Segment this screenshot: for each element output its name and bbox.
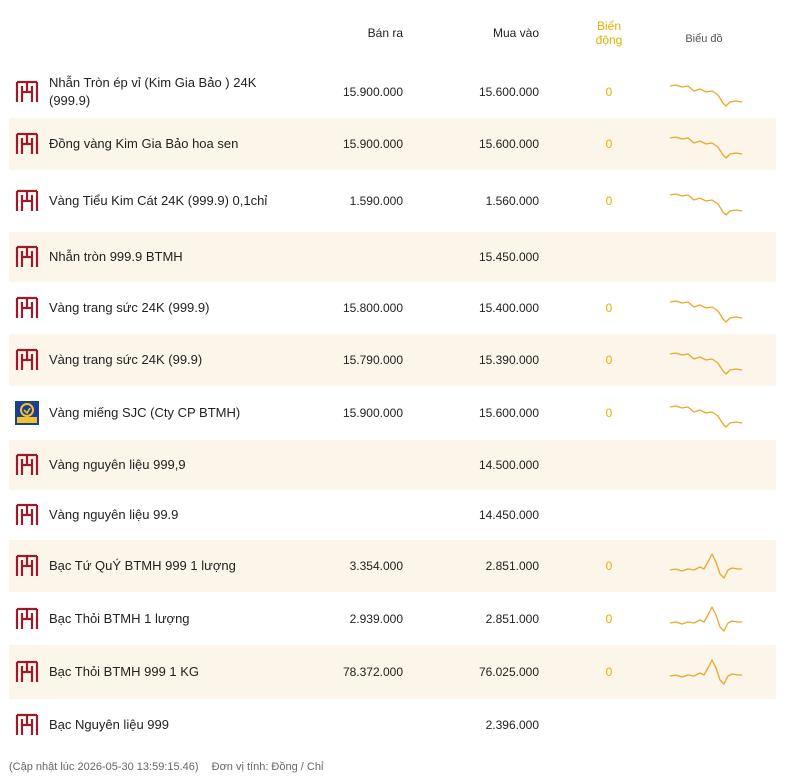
table-row[interactable]: Vàng trang sức 24K (999.9) 15.800.000 15.4… (9, 282, 776, 334)
sjc-logo-icon (15, 401, 39, 425)
unit-label: Đơn vị tính: Đồng / Chỉ (211, 761, 324, 773)
product-name: Vàng trang sức 24K (99.9) (49, 352, 203, 367)
buy-price: 15.450.000 (478, 250, 539, 264)
price-change: 0 (605, 559, 613, 573)
product-name: Vàng trang sức 24K (999.9) (49, 300, 210, 315)
sell-price: 15.900.000 (342, 85, 403, 99)
btmh-logo-icon (15, 607, 39, 631)
product-name: Vàng Tiểu Kim Cát 24K (999.9) 0,1chỉ (49, 193, 268, 208)
btmh-logo-icon (15, 189, 39, 213)
trend-sparkline[interactable] (668, 183, 746, 219)
price-change: 0 (605, 611, 613, 626)
table-row[interactable]: Vàng nguyên liệu 999,9 14.500.000 (9, 440, 776, 490)
product-name: Vàng miếng SJC (Cty CP BTMH) (49, 405, 241, 420)
sell-price: 1.590.000 (349, 194, 403, 208)
buy-price: 2.851.000 (485, 611, 539, 626)
trend-sparkline[interactable] (668, 126, 746, 162)
product-name: Bạc Nguyên liệu 999 (49, 717, 169, 732)
trend-sparkline[interactable] (668, 290, 746, 326)
price-change: 0 (605, 301, 613, 315)
product-name: Bạc Thỏi BTMH 999 1 KG (49, 664, 200, 679)
table-row[interactable]: Nhẫn tròn 999.9 BTMH 15.450.000 (9, 232, 776, 282)
price-change: 0 (605, 406, 613, 420)
buy-price: 15.390.000 (478, 353, 539, 367)
header-chart: Biểu đồ (685, 33, 723, 45)
table-row[interactable]: Đồng vàng Kim Gia Bảo hoa sen 15.900.000 1… (9, 118, 776, 170)
buy-price: 15.400.000 (478, 301, 539, 315)
buy-price: 14.500.000 (478, 458, 539, 472)
btmh-logo-icon (15, 453, 39, 477)
sell-price: 78.372.000 (342, 665, 403, 679)
price-change (585, 699, 633, 751)
trend-sparkline[interactable] (668, 342, 746, 378)
product-name: Bạc Tứ QuÝ BTMH 999 1 lượng (49, 558, 236, 573)
table-row[interactable]: Vàng trang sức 24K (99.9) 15.790.000 15.39… (9, 334, 776, 386)
buy-price: 2.396.000 (485, 718, 539, 732)
price-change: 0 (605, 85, 613, 99)
footer: (Cập nhật lúc 2026-05-30 13:59:15.46) Đơ… (9, 761, 333, 773)
buy-price: 14.450.000 (478, 508, 539, 522)
trend-sparkline[interactable] (668, 548, 746, 584)
price-table: Bán ra Mua vào Biến động Biểu đồ Nhẫn Tr… (9, 0, 776, 751)
btmh-logo-icon (15, 296, 39, 320)
sell-price: 15.790.000 (342, 353, 403, 367)
sell-price: 3.354.000 (349, 559, 403, 573)
btmh-logo-icon (15, 245, 39, 269)
sell-price: 15.900.000 (342, 406, 403, 420)
update-time: (Cập nhật lúc 2026-05-30 13:59:15.46) (9, 761, 199, 773)
product-name: Đồng vàng Kim Gia Bảo hoa sen (49, 136, 239, 151)
table-row[interactable]: Bạc Nguyên liệu 999 2.396.000 (9, 699, 776, 751)
product-name: Bạc Thỏi BTMH 1 lượng (49, 610, 190, 626)
price-change (585, 490, 633, 540)
table-row[interactable]: Vàng Tiểu Kim Cát 24K (999.9) 0,1chỉ 1.59… (9, 170, 776, 232)
buy-price: 2.851.000 (485, 559, 539, 573)
btmh-logo-icon (15, 348, 39, 372)
buy-price: 15.600.000 (478, 85, 539, 99)
btmh-logo-icon (15, 660, 39, 684)
trend-sparkline[interactable] (668, 601, 746, 637)
table-row[interactable]: Bạc Tứ QuÝ BTMH 999 1 lượng 3.354.000 2.85… (9, 540, 776, 592)
header-sell: Bán ra (367, 26, 403, 40)
header-buy: Mua vào (492, 26, 539, 40)
table-row[interactable]: Bạc Thỏi BTMH 1 lượng 2.939.000 2.851.000 0 (9, 592, 776, 645)
price-change: 0 (605, 137, 613, 151)
product-name: Nhẫn tròn 999.9 BTMH (49, 249, 183, 264)
price-change (585, 232, 633, 282)
table-body: Nhẫn Tròn ép vỉ (Kim Gia Bảo ) 24K (999.… (9, 66, 776, 751)
trend-sparkline[interactable] (668, 395, 746, 431)
buy-price: 15.600.000 (478, 406, 539, 420)
trend-sparkline[interactable] (668, 654, 746, 690)
price-change: 0 (605, 353, 613, 367)
buy-price: 15.600.000 (478, 137, 539, 151)
buy-price: 1.560.000 (485, 194, 539, 208)
sell-price: 15.900.000 (342, 137, 403, 151)
btmh-logo-icon (15, 503, 39, 527)
btmh-logo-icon (15, 554, 39, 578)
trend-sparkline[interactable] (668, 74, 746, 110)
table-row[interactable]: Vàng miếng SJC (Cty CP BTMH) 15.900.000 15… (9, 386, 776, 440)
table-row[interactable]: Vàng nguyên liệu 99.9 14.450.000 (9, 490, 776, 540)
buy-price: 76.025.000 (478, 665, 539, 679)
sell-price: 15.800.000 (342, 301, 403, 315)
table-row[interactable]: Bạc Thỏi BTMH 999 1 KG 78.372.000 76.025.0… (9, 645, 776, 699)
btmh-logo-icon (15, 80, 39, 104)
table-header: Bán ra Mua vào Biến động Biểu đồ (9, 0, 776, 66)
btmh-logo-icon (15, 132, 39, 156)
price-change: 0 (605, 665, 613, 679)
product-name: Vàng nguyên liệu 99.9 (49, 507, 179, 522)
product-name: Vàng nguyên liệu 999,9 (49, 457, 186, 472)
product-name: Nhẫn Tròn ép vỉ (Kim Gia Bảo ) 24K (999.… (49, 75, 257, 108)
header-change: Biến động (595, 19, 623, 47)
sell-price: 2.939.000 (349, 611, 403, 626)
price-change: 0 (605, 194, 613, 208)
btmh-logo-icon (15, 713, 39, 737)
price-change (585, 440, 633, 490)
table-row[interactable]: Nhẫn Tròn ép vỉ (Kim Gia Bảo ) 24K (999.… (9, 66, 776, 118)
